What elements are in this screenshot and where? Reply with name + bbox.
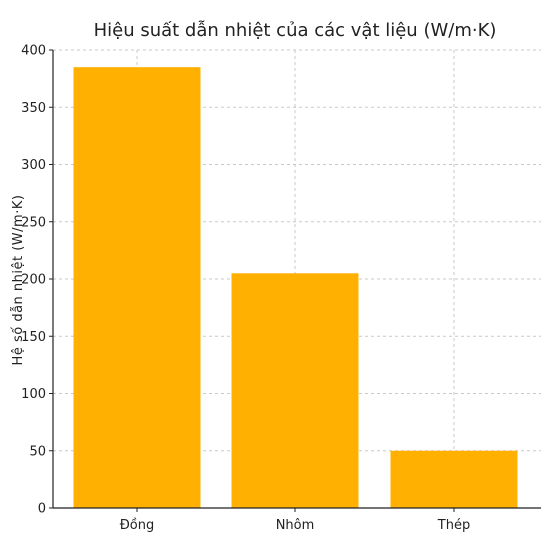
x-tick-labels: Đồng Nhôm Thép — [120, 508, 470, 533]
x-tick-label: Đồng — [120, 518, 155, 533]
y-tick-label: 300 — [21, 158, 46, 173]
y-tick-label: 100 — [21, 387, 46, 402]
y-tick-label: 250 — [21, 215, 46, 230]
y-tick-label: 350 — [21, 101, 46, 116]
y-tick-label: 200 — [21, 273, 46, 288]
x-tick-label: Nhôm — [276, 518, 315, 533]
bars — [73, 67, 518, 509]
bar-2 — [231, 273, 359, 508]
y-tick-label: 150 — [21, 330, 46, 345]
x-tick-label: Thép — [437, 518, 470, 533]
y-axis-label: Hệ số dẫn nhiệt (W/m·K) — [11, 195, 26, 366]
y-tick-label: 0 — [38, 502, 46, 517]
y-tick-labels: 0 50 100 150 200 250 300 350 400 — [21, 44, 53, 517]
y-tick-label: 400 — [21, 44, 46, 59]
chart-title: Hiệu suất dẫn nhiệt của các vật liệu (W/… — [94, 20, 497, 41]
y-tick-label: 50 — [29, 444, 46, 459]
bar-3 — [390, 450, 518, 508]
bar-1 — [73, 67, 201, 509]
